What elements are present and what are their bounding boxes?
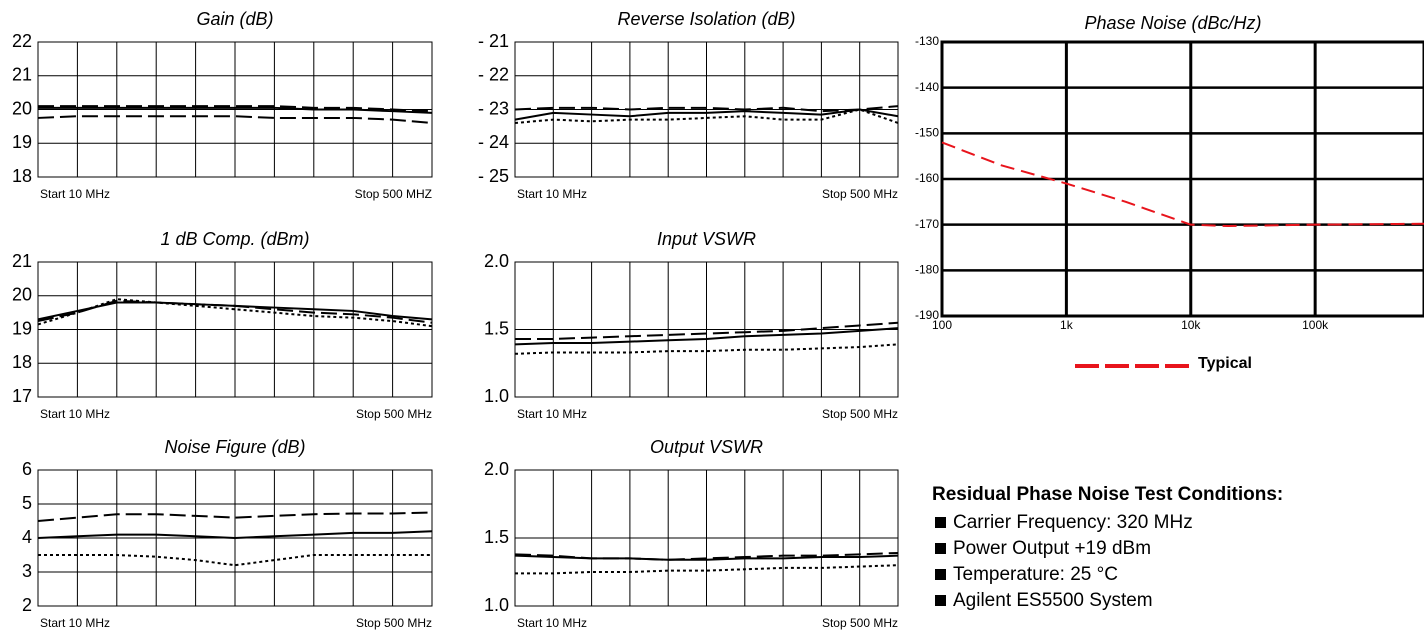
conditions-title: Residual Phase Noise Test Conditions: [932,484,1284,505]
x-stop-label: Stop 500 MHz [356,616,432,630]
chart-title: 1 dB Comp. (dBm) [160,229,309,249]
x-start-label: Start 10 MHz [40,407,110,421]
y-tick-label: -130 [915,34,939,48]
y-tick-label: - 25 [478,166,509,186]
y-tick-label: 4 [22,527,32,547]
y-tick-label: - 23 [478,98,509,118]
chart-title: Output VSWR [650,437,763,457]
y-tick-label: -180 [915,263,939,277]
series-line [37,298,433,328]
chart-title: Gain (dB) [196,9,273,29]
x-start-label: Start 10 MHz [517,616,587,630]
y-tick-label: 1.5 [484,318,509,338]
series-line [941,141,1424,228]
y-tick-label: 19 [12,318,32,338]
y-tick-label: 1.5 [484,527,509,547]
chart-title: Reverse Isolation (dB) [617,9,795,29]
x-start-label: Start 10 MHz [40,187,110,201]
series-line [514,105,899,113]
y-tick-label: 20 [12,285,32,305]
y-tick-label: 20 [12,98,32,118]
series-line [514,327,899,346]
y-tick-label: 18 [12,166,32,186]
y-tick-label: 17 [12,386,32,406]
y-tick-label: 19 [12,132,32,152]
series-line [38,106,433,114]
y-tick-label: 22 [12,31,32,51]
y-tick-label: 18 [12,352,32,372]
x-stop-label: Stop 500 MHZ [355,187,432,201]
series-line [514,108,899,124]
y-tick-label: 3 [22,561,32,581]
y-tick-label: 21 [12,251,32,271]
y-tick-label: 2.0 [484,251,509,271]
y-tick-label: -160 [915,171,939,185]
chart-title: Phase Noise (dBc/Hz) [1084,13,1261,33]
condition-item: Temperature: 25 °C [932,562,1422,588]
series-line [515,564,899,575]
y-tick-label: -140 [915,80,939,94]
chart-title: Noise Figure (dB) [164,437,305,457]
series-line [515,321,899,340]
y-tick-label: 6 [22,459,32,479]
y-tick-label: -190 [915,308,939,322]
y-tick-label: - 24 [478,132,509,152]
y-tick-label: 2 [22,595,32,615]
y-tick-label: - 22 [478,65,509,85]
condition-item: Agilent ES5500 System [932,588,1422,614]
y-tick-label: 5 [22,493,32,513]
series-line [514,343,899,355]
series-line [37,299,433,324]
y-tick-label: 1.0 [484,386,509,406]
y-tick-label: -150 [915,126,939,140]
x-start-label: Start 10 MHz [40,616,110,630]
series-line [514,108,899,121]
y-tick-label: 1.0 [484,595,509,615]
condition-item: Carrier Frequency: 320 MHz [932,510,1422,536]
x-start-label: Start 10 MHz [517,407,587,421]
series-line [514,554,899,561]
x-stop-label: Stop 500 MHz [822,187,898,201]
x-stop-label: Stop 500 MHz [822,616,898,630]
x-stop-label: Stop 500 MHz [356,407,432,421]
x-tick-label: 100 [932,318,952,332]
test-conditions: Residual Phase Noise Test Conditions: Ca… [932,484,1422,614]
y-tick-label: 2.0 [484,459,509,479]
y-tick-label: -170 [915,217,939,231]
condition-item: Power Output +19 dBm [932,536,1422,562]
series-line [514,551,899,561]
y-tick-label: - 21 [478,31,509,51]
x-tick-label: 10k [1181,318,1201,332]
x-stop-label: Stop 500 MHz [822,407,898,421]
chart-title: Input VSWR [657,229,756,249]
y-tick-label: 21 [12,65,32,85]
x-tick-label: 1k [1060,318,1074,332]
x-tick-label: 100k [1302,318,1329,332]
series-line [37,530,433,540]
x-start-label: Start 10 MHz [517,187,587,201]
legend-label: Typical [1198,355,1252,372]
